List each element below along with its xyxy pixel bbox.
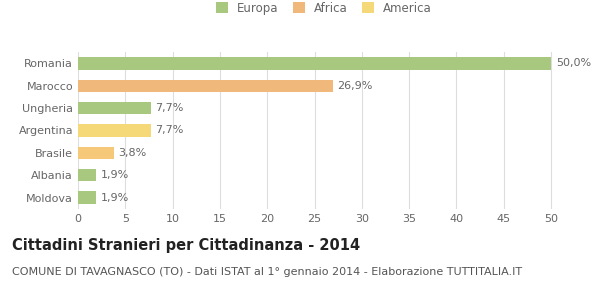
Bar — [78, 102, 151, 114]
Bar — [78, 124, 151, 137]
Bar — [78, 57, 551, 70]
Bar — [78, 147, 114, 159]
Text: 26,9%: 26,9% — [337, 81, 373, 91]
Text: 50,0%: 50,0% — [556, 58, 591, 68]
Bar — [78, 191, 96, 204]
Text: 7,7%: 7,7% — [155, 126, 184, 135]
Text: 7,7%: 7,7% — [155, 103, 184, 113]
Text: COMUNE DI TAVAGNASCO (TO) - Dati ISTAT al 1° gennaio 2014 - Elaborazione TUTTITA: COMUNE DI TAVAGNASCO (TO) - Dati ISTAT a… — [12, 267, 522, 277]
Text: 3,8%: 3,8% — [119, 148, 147, 158]
Bar — [78, 80, 332, 92]
Text: 1,9%: 1,9% — [101, 170, 129, 180]
Text: Cittadini Stranieri per Cittadinanza - 2014: Cittadini Stranieri per Cittadinanza - 2… — [12, 238, 360, 253]
Bar — [78, 169, 96, 182]
Text: 1,9%: 1,9% — [101, 193, 129, 203]
Legend: Europa, Africa, America: Europa, Africa, America — [216, 2, 432, 15]
